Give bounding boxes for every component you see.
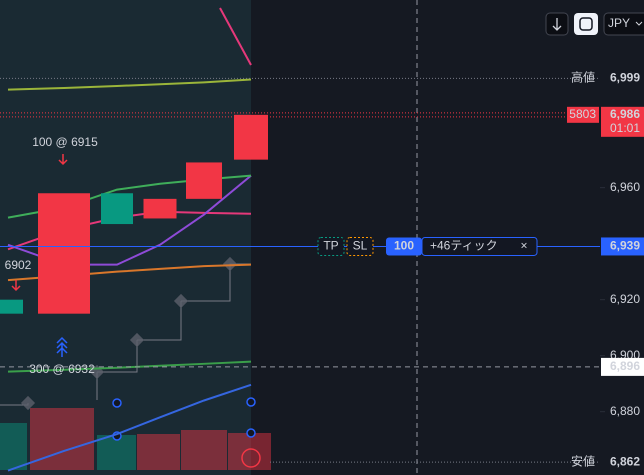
fill-label: 6902	[5, 258, 32, 272]
low-label: 6,862	[610, 454, 640, 468]
sl-box	[346, 236, 374, 256]
volume-bar	[30, 408, 94, 470]
fill-label: 300 @ 6932	[29, 362, 95, 376]
qty-box	[386, 237, 422, 256]
sell-arrow	[11, 280, 21, 292]
sell-arrow	[58, 154, 68, 166]
last-label: 6,986	[610, 107, 640, 121]
crosshair-label: 6,896	[610, 359, 640, 373]
order-label: 6,939	[610, 239, 640, 253]
qty-label: 100	[394, 239, 414, 253]
buy-arrow	[56, 336, 68, 357]
tp-box	[317, 236, 345, 256]
y-tick-label: 6,880	[610, 404, 640, 418]
indicator-dot	[112, 398, 122, 408]
candle-body	[186, 162, 222, 199]
candle-body	[101, 193, 133, 225]
position-diamond	[222, 256, 238, 272]
candle-body	[0, 299, 23, 314]
volume-bar	[137, 434, 180, 470]
currency-button[interactable]	[603, 12, 644, 36]
order-close[interactable]: ×	[520, 239, 527, 253]
high-label: 6,999	[610, 71, 640, 85]
session-shade	[0, 0, 251, 475]
currency-label: JPY	[608, 16, 630, 30]
ma-line	[7, 78, 252, 91]
crosshair-box	[601, 357, 644, 376]
replay-icon	[241, 448, 261, 468]
ma-line	[7, 383, 252, 472]
toggle-button[interactable]	[574, 13, 598, 35]
order-box	[601, 237, 644, 256]
volume-bar	[181, 430, 227, 470]
pnl-box	[421, 236, 538, 256]
pnl-label: +46ティック	[430, 239, 498, 253]
fill-label: 100 @ 6915	[32, 135, 98, 149]
candle-body	[234, 114, 268, 160]
candle-body	[143, 198, 177, 219]
position-diamond	[173, 293, 189, 309]
sl-label: SL	[353, 239, 368, 253]
ma-line-upper	[219, 7, 252, 66]
y-tick-label: 6,960	[610, 180, 640, 194]
y-tick-label: 6,920	[610, 292, 640, 306]
indicator-dot	[246, 428, 256, 438]
down-icon	[552, 18, 562, 31]
high-tag: 高値	[571, 70, 595, 85]
candle-body	[38, 193, 90, 314]
volume-bar	[228, 433, 271, 470]
currency-chevron	[635, 21, 643, 26]
tp-label: TP	[323, 239, 338, 253]
position-diamond	[20, 395, 36, 411]
count-label: 5803	[569, 107, 596, 121]
last-box	[601, 106, 644, 137]
volume-bar	[0, 423, 27, 470]
count-box	[567, 106, 599, 123]
toggle-icon	[579, 17, 593, 31]
low-tag: 安値	[571, 453, 595, 468]
timer-label: 01:01	[610, 121, 640, 135]
position-diamond	[129, 332, 145, 348]
indicator-dot	[246, 397, 256, 407]
volume-bar	[97, 435, 136, 470]
